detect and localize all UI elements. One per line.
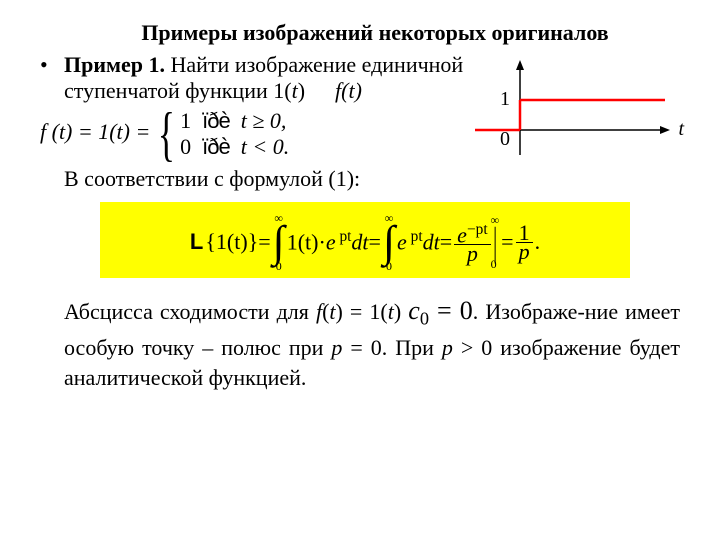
accordance-text: В соответствии с формулой (1): (40, 166, 690, 192)
frac-2: 1 p (516, 224, 533, 261)
plot-y-tick: 1 (500, 88, 510, 111)
final-dot: . (535, 229, 541, 255)
brace-icon: { (158, 110, 175, 158)
arg-1t: 1(t) (216, 229, 248, 255)
laplace-formula: L {1(t)} = ∞ ∫ 0 1(t)·e ptdt = ∞ ∫ 0 e p… (100, 202, 630, 278)
task-line2a: ступенчатой функции 1( (64, 78, 292, 103)
eq1: = (258, 229, 270, 255)
conclusion-paragraph: Абсцисса сходимости для f(t) = 1(t) с0 =… (40, 296, 690, 393)
integral-2: ∞ ∫ 0 (383, 212, 395, 272)
example-label: Пример 1. (64, 52, 165, 77)
definition-row: f (t) = 1(t) = { 1 ïðè t ≥ 0, 0 ïðè t < … (40, 108, 690, 160)
case1-cond: t ≥ 0, (241, 108, 287, 133)
frac-1: e−pt p (454, 221, 490, 263)
plot-x-label: t (678, 118, 684, 141)
task-line2b: ) (298, 78, 305, 103)
ft-axis-label: f(t) (335, 78, 362, 104)
eq4: = (501, 229, 513, 255)
f-lhs: f (t) = 1(t) = (40, 119, 156, 144)
eval-bar: ∞ | 0 (491, 213, 500, 271)
integral-1: ∞ ∫ 0 (273, 212, 285, 272)
laplace-operator: L (190, 229, 203, 255)
step-function-plot: 1 0 t (470, 60, 670, 160)
task-part1: Найти изображение единичной (165, 52, 463, 77)
plot-origin: 0 (500, 128, 510, 151)
eq3: = (440, 229, 452, 255)
bullet: • (40, 52, 64, 78)
eq2: = (369, 229, 381, 255)
page-title: Примеры изображений некоторых оригиналов (40, 20, 690, 46)
lbrace: { (205, 229, 216, 255)
case1-garbled: ïðè (202, 108, 230, 133)
case1-val: 1 (180, 108, 191, 133)
int1-body: 1(t)·e ptdt (287, 228, 369, 255)
rbrace: } (248, 229, 259, 255)
case2-cond: t < 0. (241, 134, 289, 159)
case2-garbled: ïðè (202, 134, 230, 159)
step-function-def: f (t) = 1(t) = { 1 ïðè t ≥ 0, 0 ïðè t < … (40, 108, 289, 160)
case2-val: 0 (180, 134, 191, 159)
int2-body: e ptdt (397, 228, 440, 255)
